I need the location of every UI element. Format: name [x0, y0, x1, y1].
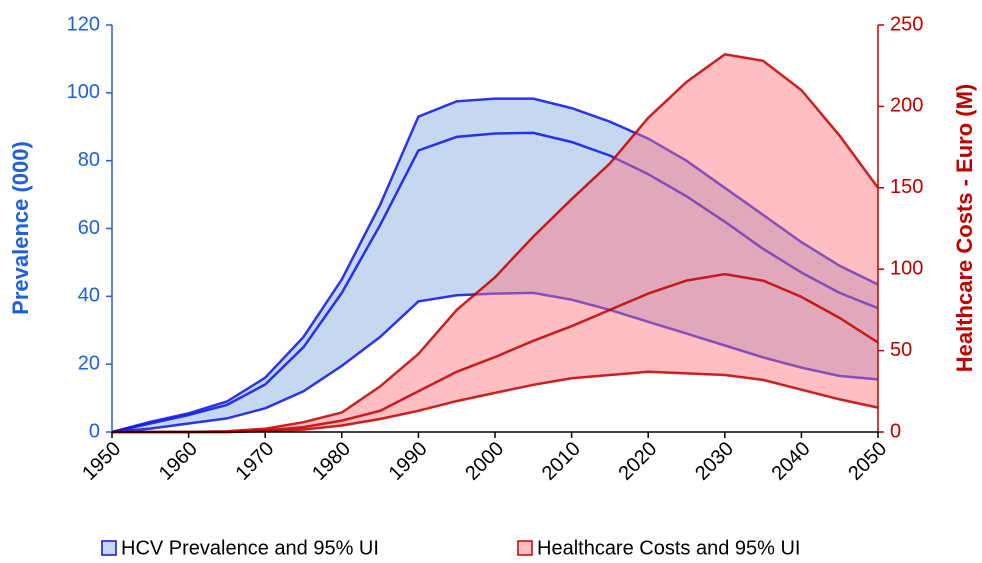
legend-swatch: [517, 540, 533, 556]
y-tick-label: 40: [78, 285, 100, 307]
x-tick-label: 1960: [155, 438, 202, 485]
x-tick-label: 2010: [538, 438, 585, 485]
x-tick-label: 1980: [308, 438, 355, 485]
legend-label: HCV Prevalence and 95% UI: [121, 537, 379, 559]
x-tick-label: 2030: [691, 438, 738, 485]
y2-tick-label: 100: [890, 257, 923, 279]
x-tick-label: 2050: [844, 438, 891, 485]
y-tick-label: 20: [78, 352, 100, 374]
x-tick-label: 1990: [385, 438, 432, 485]
legend-swatch: [101, 540, 117, 556]
x-tick-label: 2020: [614, 438, 661, 485]
x-tick-label: 1950: [78, 438, 125, 485]
band-area: [112, 54, 878, 433]
y-tick-label: 0: [89, 420, 100, 442]
y2-axis-label: Healthcare Costs - Euro (M): [952, 84, 977, 373]
y-tick-label: 120: [67, 13, 100, 35]
y-tick-label: 60: [78, 217, 100, 239]
x-tick-label: 1970: [231, 438, 278, 485]
line: [111, 291, 879, 434]
y-axis-label: Prevalence (000): [8, 141, 33, 315]
legend-label: Healthcare Costs and 95% UI: [537, 537, 800, 559]
y-tick-label: 80: [78, 149, 100, 171]
y2-tick-label: 250: [890, 13, 923, 35]
line: [111, 131, 879, 434]
y2-tick-label: 0: [890, 420, 901, 442]
y-tick-label: 100: [67, 81, 100, 103]
y2-tick-label: 50: [890, 339, 912, 361]
y2-tick-label: 150: [890, 176, 923, 198]
x-tick-label: 2000: [461, 438, 508, 485]
y2-tick-label: 200: [890, 95, 923, 117]
line: [111, 97, 879, 434]
x-tick-label: 2040: [768, 438, 815, 485]
